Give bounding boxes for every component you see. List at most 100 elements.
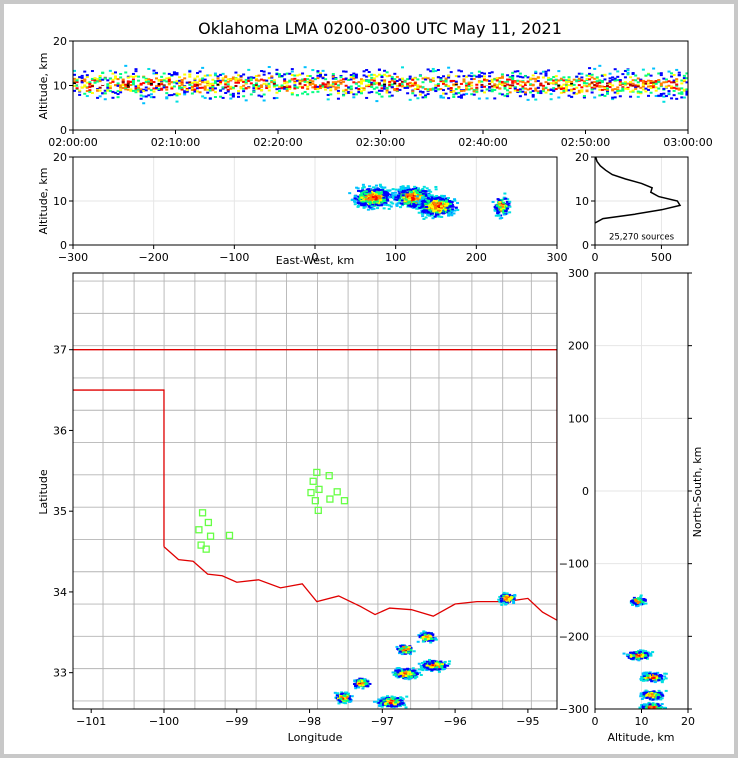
density-cell	[501, 595, 505, 598]
density-cell	[447, 87, 451, 90]
density-cell	[675, 80, 679, 83]
density-cell	[119, 86, 123, 89]
density-cell	[221, 86, 225, 89]
density-cell	[559, 91, 563, 94]
density-cell	[521, 81, 525, 84]
density-cell	[116, 82, 120, 85]
density-cell	[244, 78, 248, 81]
density-cell	[370, 76, 374, 79]
density-cell	[368, 201, 372, 204]
density-cell	[172, 83, 176, 86]
density-cell	[430, 664, 434, 667]
density-cell	[435, 209, 439, 212]
density-cell	[114, 91, 117, 94]
density-cell	[293, 84, 297, 87]
density-cell	[444, 77, 448, 80]
density-cell	[477, 97, 481, 100]
density-cell	[459, 70, 463, 73]
density-cell	[147, 87, 151, 90]
density-cell	[552, 89, 556, 92]
density-cell	[606, 88, 609, 91]
density-cell	[397, 701, 401, 704]
density-cell	[428, 200, 432, 203]
density-cell	[498, 600, 502, 603]
density-cell	[285, 84, 289, 87]
density-cell	[234, 85, 238, 88]
density-cell	[372, 700, 376, 703]
density-cell	[78, 89, 82, 92]
density-cell	[381, 703, 385, 706]
density-cell	[426, 93, 430, 96]
density-cell	[411, 205, 415, 208]
density-cell	[406, 82, 410, 85]
density-cell	[355, 186, 359, 189]
density-cell	[75, 81, 79, 84]
density-cell	[265, 83, 269, 86]
density-cell	[415, 191, 419, 194]
density-cell	[425, 638, 429, 641]
density-cell	[344, 92, 348, 95]
density-cell	[352, 77, 356, 80]
density-cell	[647, 79, 650, 82]
x-tick-label: 200	[466, 251, 487, 264]
density-cell	[421, 86, 425, 89]
density-cell	[531, 77, 535, 80]
density-cell	[85, 74, 89, 77]
density-cell	[411, 82, 415, 85]
density-cell	[422, 199, 426, 202]
density-cell	[636, 601, 640, 604]
density-cell	[339, 74, 343, 77]
density-cell	[85, 90, 89, 93]
density-cell	[397, 652, 401, 655]
density-cell	[193, 85, 197, 88]
density-cell	[629, 90, 633, 93]
density-cell	[626, 88, 630, 91]
density-cell	[124, 64, 128, 67]
density-cell	[75, 87, 79, 90]
density-cell	[508, 211, 512, 214]
density-cell	[641, 79, 645, 82]
density-cell	[103, 89, 107, 92]
density-cell	[239, 75, 243, 78]
density-cell	[446, 664, 450, 667]
density-cell	[422, 211, 426, 214]
density-cell	[183, 77, 187, 80]
density-cell	[260, 89, 264, 92]
density-cell	[316, 77, 320, 80]
density-cell	[404, 671, 408, 674]
density-cell	[496, 206, 500, 209]
density-cell	[389, 698, 393, 701]
density-cell	[372, 87, 376, 90]
density-cell	[437, 201, 441, 204]
density-cell	[659, 93, 663, 96]
density-cell	[505, 200, 509, 203]
density-cell	[608, 83, 612, 86]
density-cell	[593, 86, 597, 89]
density-cell	[427, 200, 431, 203]
density-cell	[618, 82, 622, 85]
density-cell	[283, 78, 287, 81]
density-cell	[367, 83, 371, 86]
lma-station-marker	[307, 488, 315, 497]
density-cell	[134, 91, 138, 94]
density-cell	[368, 194, 372, 197]
density-cell	[477, 74, 481, 77]
density-cell	[339, 697, 343, 700]
density-cell	[139, 88, 143, 91]
density-cell	[139, 91, 143, 94]
density-cell	[416, 78, 420, 81]
density-cell	[526, 83, 530, 86]
density-cell	[415, 675, 419, 678]
density-cell	[353, 203, 357, 206]
density-cell	[446, 206, 450, 209]
density-cell	[407, 678, 411, 681]
density-cell	[139, 94, 143, 97]
density-cell	[365, 75, 369, 78]
density-cell	[167, 78, 171, 81]
density-cell	[421, 210, 425, 213]
y-tick-label: 37	[53, 344, 67, 357]
density-cell	[383, 703, 387, 706]
density-cell	[423, 633, 427, 636]
density-cell	[518, 75, 522, 78]
density-cell	[431, 206, 435, 209]
